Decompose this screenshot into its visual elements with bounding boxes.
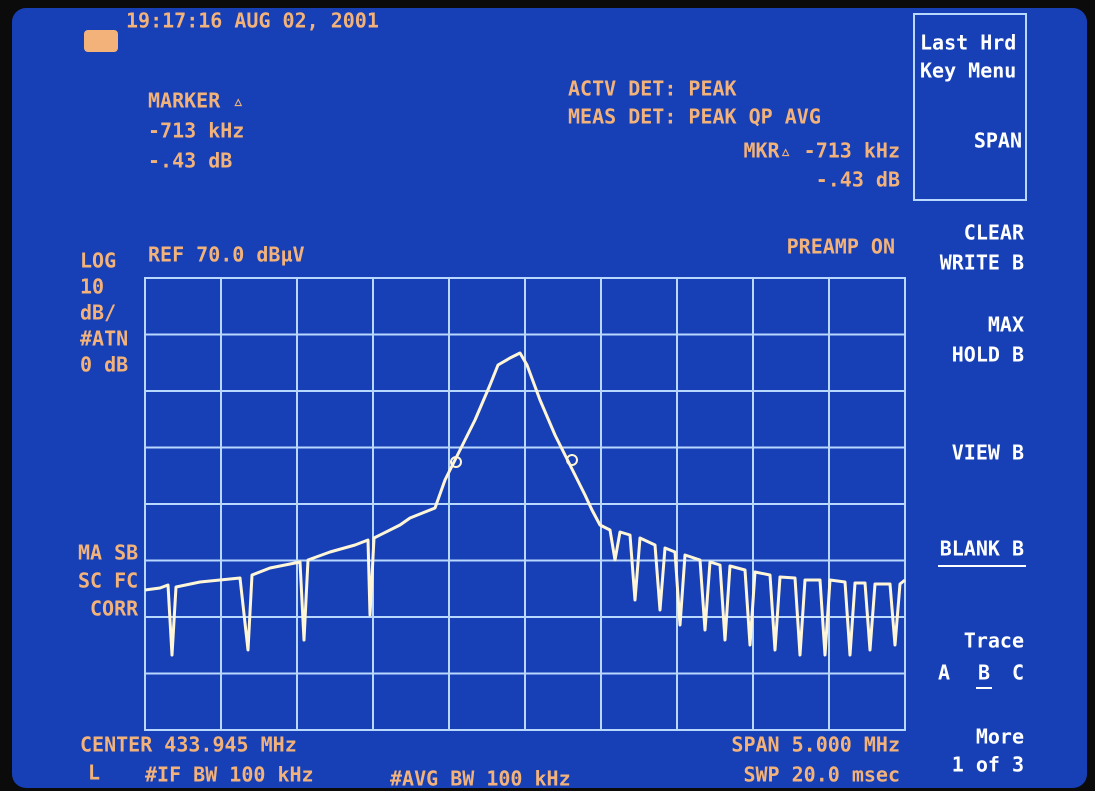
softkey[interactable]: VIEW B bbox=[952, 441, 1024, 465]
timestamp: 19:17:16 AUG 02, 2001 bbox=[126, 9, 379, 33]
marker-readout-frequency: MKR▵ -713 kHz bbox=[743, 139, 900, 163]
softkey[interactable]: Last Hrd bbox=[920, 31, 1016, 55]
trace-option[interactable]: C bbox=[1012, 661, 1024, 685]
trace-option[interactable]: A bbox=[938, 661, 950, 685]
logo bbox=[84, 30, 118, 52]
softkey[interactable]: Trace bbox=[964, 629, 1024, 653]
softkey[interactable]: CLEAR bbox=[964, 221, 1025, 245]
graticule bbox=[144, 277, 906, 731]
scale-label: #ATN bbox=[80, 327, 128, 351]
marker-frequency: -713 kHz bbox=[148, 119, 244, 143]
softkey[interactable]: Key Menu bbox=[920, 59, 1016, 83]
softkey[interactable]: MAX bbox=[988, 313, 1024, 337]
span: SPAN 5.000 MHz bbox=[731, 733, 900, 757]
correction-label: SC FC bbox=[78, 569, 138, 593]
softkey[interactable]: BLANK B bbox=[940, 537, 1024, 561]
marker-point bbox=[566, 454, 578, 466]
softkey-box bbox=[913, 13, 1027, 201]
preamp: PREAMP ON bbox=[787, 235, 895, 259]
scale-label: dB/ bbox=[80, 301, 116, 325]
trace-option[interactable]: B bbox=[978, 661, 990, 685]
reference-level: REF 70.0 dBµV bbox=[148, 243, 305, 267]
correction-label: MA SB bbox=[78, 541, 138, 565]
softkey[interactable]: WRITE B bbox=[940, 251, 1024, 275]
softkey[interactable]: HOLD B bbox=[952, 343, 1024, 367]
scale-label: 0 dB bbox=[80, 353, 128, 377]
measured-detector: MEAS DET: PEAK QP AVG bbox=[568, 105, 821, 129]
softkey[interactable]: 1 of 3 bbox=[952, 753, 1024, 777]
avg-bandwidth: #AVG BW 100 kHz bbox=[390, 767, 571, 791]
correction-label: CORR bbox=[90, 597, 139, 621]
mode: L bbox=[88, 761, 100, 785]
scale-label: 10 bbox=[80, 275, 104, 299]
if-bandwidth: #IF BW 100 kHz bbox=[145, 763, 314, 787]
sweep-time: SWP 20.0 msec bbox=[743, 763, 900, 787]
trace bbox=[144, 351, 906, 657]
softkey[interactable]: SPAN bbox=[974, 129, 1022, 153]
marker-level: -.43 dB bbox=[148, 149, 232, 173]
scale-label: LOG bbox=[80, 249, 116, 273]
marker-point bbox=[450, 456, 462, 468]
screen bbox=[12, 8, 1087, 788]
softkey[interactable]: More bbox=[976, 725, 1024, 749]
marker-title: MARKER ▵ bbox=[148, 89, 244, 113]
marker-readout-level: -.43 dB bbox=[816, 168, 900, 192]
active-detector: ACTV DET: PEAK bbox=[568, 77, 737, 101]
center-frequency: CENTER 433.945 MHz bbox=[80, 733, 297, 757]
